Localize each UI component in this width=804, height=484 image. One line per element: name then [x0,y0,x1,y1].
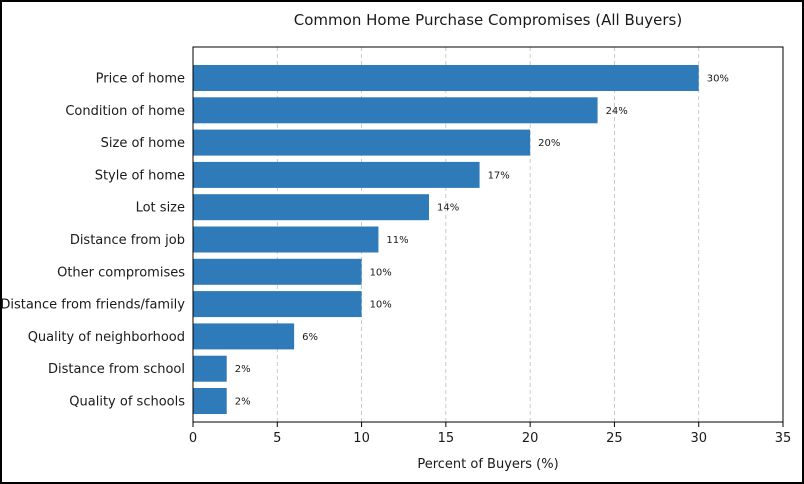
bar [193,291,362,318]
category-label: Distance from school [48,362,185,377]
category-label: Size of home [101,136,185,151]
data-label: 2% [235,364,251,375]
chart-title: Common Home Purchase Compromises (All Bu… [294,11,682,29]
category-labels: Price of home Condition of home Size of ho… [0,72,185,410]
bars [193,65,699,414]
category-label: Quality of neighborhood [28,330,185,345]
data-label: 2% [235,397,251,408]
category-label: Other compromises [57,265,185,280]
data-label: 6% [302,332,318,343]
bar [193,129,531,156]
bar [193,258,362,285]
category-label: Style of home [95,168,185,183]
x-tick-label: 20 [522,431,539,446]
x-tick-label: 15 [438,431,455,446]
bar [193,65,699,91]
data-label: 17% [488,170,510,181]
bar [193,323,295,350]
x-axis-ticks: 0 5 10 15 20 25 30 35 [189,422,791,446]
data-label: 24% [606,106,628,117]
data-label: 20% [538,138,560,149]
category-label: Condition of home [65,104,185,119]
bar [193,97,598,124]
x-tick-label: 25 [606,431,623,446]
x-tick-label: 0 [189,431,197,446]
x-tick-label: 30 [690,431,707,446]
category-label: Distance from job [70,233,185,248]
x-tick-label: 5 [273,431,281,446]
bar [193,161,480,188]
x-tick-label: 35 [775,431,792,446]
plot-area [192,46,784,423]
bar [193,355,227,382]
data-label: 30% [707,74,729,85]
data-label: 10% [370,300,392,311]
x-tick-label: 10 [353,431,370,446]
bar [193,226,379,253]
x-axis-label: Percent of Buyers (%) [417,457,558,472]
data-label: 14% [437,203,459,214]
category-label: Distance from friends/family [0,298,185,313]
data-labels: 30% 24% 20% 17% 14% 11% 10% 10% 6% 2% 2% [235,74,729,408]
category-label: Price of home [96,72,185,87]
bar [193,194,429,221]
category-label: Quality of schools [69,395,185,410]
bar [193,388,227,414]
category-label: Lot size [136,201,185,216]
data-label: 11% [386,235,408,246]
data-label: 10% [370,267,392,278]
